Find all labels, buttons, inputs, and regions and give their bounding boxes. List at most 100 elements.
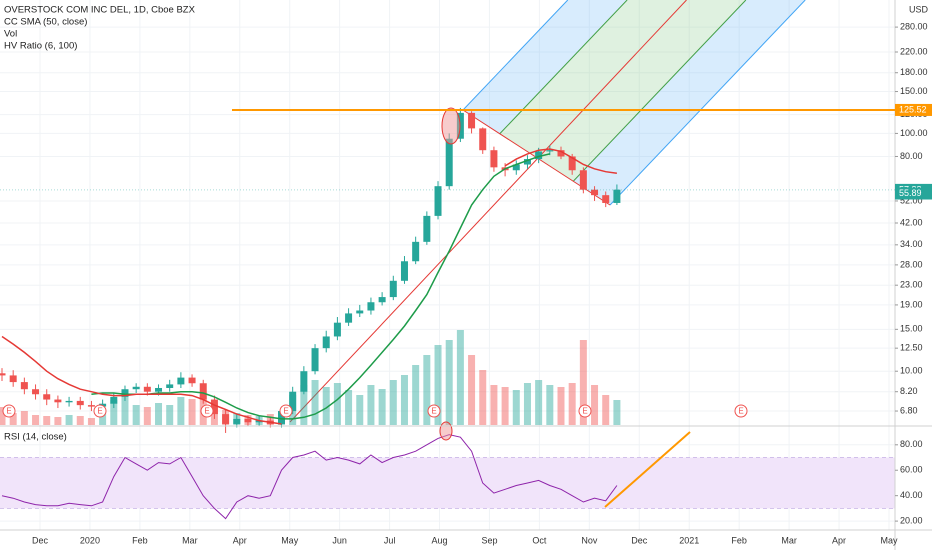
y-tick-label: 6.80 <box>900 405 918 415</box>
legend-entry: Vol <box>4 29 17 40</box>
pitchfork-zone <box>499 0 746 182</box>
candle-body <box>591 189 599 196</box>
candle-body <box>255 420 263 423</box>
candle-body <box>378 297 386 303</box>
volume-bar <box>300 385 308 425</box>
x-tick-label: Feb <box>132 535 148 545</box>
volume-bar <box>143 407 151 425</box>
volume-bar <box>0 407 6 425</box>
candle-body <box>311 348 319 372</box>
x-tick-label: May <box>880 535 898 545</box>
pitchfork-zone <box>573 0 806 205</box>
volume-bar <box>87 418 95 425</box>
earnings-marker <box>279 404 293 418</box>
x-tick-label: Apr <box>832 535 846 545</box>
candle-body <box>613 189 621 203</box>
candle-body <box>177 377 185 385</box>
highlight-ellipse <box>439 421 453 441</box>
earnings-label: E <box>6 407 11 416</box>
volume-bar <box>65 415 73 425</box>
volume-bar <box>445 340 453 425</box>
y-tick-label: 8.20 <box>900 386 918 396</box>
candle-body <box>166 384 174 388</box>
y-tick-label: 80.00 <box>900 151 923 161</box>
candle-body <box>546 150 554 152</box>
y-tick-label: 52.00 <box>900 195 923 205</box>
candle-body <box>333 322 341 337</box>
legend-entry: HV Ratio (6, 100) <box>4 41 77 52</box>
x-tick-label: Oct <box>532 535 547 545</box>
volume-bar <box>20 411 28 425</box>
y-tick-label: 180.00 <box>900 67 928 77</box>
volume-bar <box>568 383 576 425</box>
earnings-label: E <box>283 407 288 416</box>
volume-bar <box>613 400 621 425</box>
y-tick-label: 23.00 <box>900 280 923 290</box>
candle-body <box>0 373 6 376</box>
y-tick-label: 28.00 <box>900 259 923 269</box>
currency-label: USD <box>909 4 929 14</box>
candle-body <box>468 112 476 129</box>
volume-bar <box>535 380 543 425</box>
candle-body <box>43 394 51 400</box>
rsi-band-fill <box>0 457 895 509</box>
volume-bar <box>32 415 40 425</box>
x-tick-label: Jul <box>384 535 396 545</box>
earnings-label: E <box>204 407 209 416</box>
candle-body <box>423 215 431 242</box>
candle-body <box>490 150 498 168</box>
y-tick-label: 280.00 <box>900 21 928 31</box>
volume-bar <box>378 389 386 425</box>
y-tick-label: 42.00 <box>900 217 923 227</box>
volume-bar <box>9 413 17 425</box>
volume-bar <box>177 397 185 425</box>
volume-bar <box>456 330 464 425</box>
last-price-label: 55.89 <box>899 188 922 198</box>
y-tick-label: 19.00 <box>900 299 923 309</box>
y-tick-label: 34.00 <box>900 239 923 249</box>
x-tick-label: 2020 <box>80 535 100 545</box>
earnings-label: E <box>582 407 587 416</box>
candle-body <box>479 128 487 151</box>
candle-body <box>579 170 587 190</box>
y-tick-label: 100.00 <box>900 128 928 138</box>
candle-body <box>20 382 28 390</box>
x-tick-label: Dec <box>631 535 648 545</box>
axes: 280.00220.00180.00150.00120.00100.0080.0… <box>32 21 928 545</box>
hv-line <box>1 148 617 425</box>
candle-body <box>345 313 353 323</box>
volume-bar <box>54 417 62 425</box>
volume-bar <box>132 405 140 425</box>
volume-bar <box>423 355 431 425</box>
indicator-lines <box>1 148 618 520</box>
candle-body <box>87 405 95 407</box>
volume-bar <box>311 380 319 425</box>
earnings-marker <box>93 404 107 418</box>
pitchfork-line <box>572 0 747 182</box>
rsi-trend-line <box>604 431 691 508</box>
earnings-marker <box>200 404 214 418</box>
volume-bar <box>400 375 408 425</box>
highlight-ellipse <box>441 107 461 145</box>
x-tick-label: Apr <box>233 535 247 545</box>
candle-body <box>300 371 308 392</box>
candle-body <box>568 156 576 171</box>
volume-bar <box>468 355 476 425</box>
x-tick-label: Dec <box>32 535 49 545</box>
candle-body <box>389 280 397 298</box>
chart-title: OVERSTOCK COM INC DEL, 1D, Cboe BZX <box>4 5 196 16</box>
pitchfork <box>289 0 806 423</box>
last-price-tag <box>895 187 932 200</box>
candle-body <box>557 150 565 157</box>
y-tick-label: 20.00 <box>900 515 923 525</box>
y-tick-label: 150.00 <box>900 86 928 96</box>
pitchfork-median <box>289 0 687 423</box>
candle-body <box>289 391 297 412</box>
volume-bar <box>434 345 442 425</box>
candle-body <box>32 389 40 395</box>
pitchfork-line <box>609 0 806 206</box>
x-tick-label: Aug <box>432 535 448 545</box>
earnings-marker <box>427 404 441 418</box>
candle-body <box>9 375 17 383</box>
